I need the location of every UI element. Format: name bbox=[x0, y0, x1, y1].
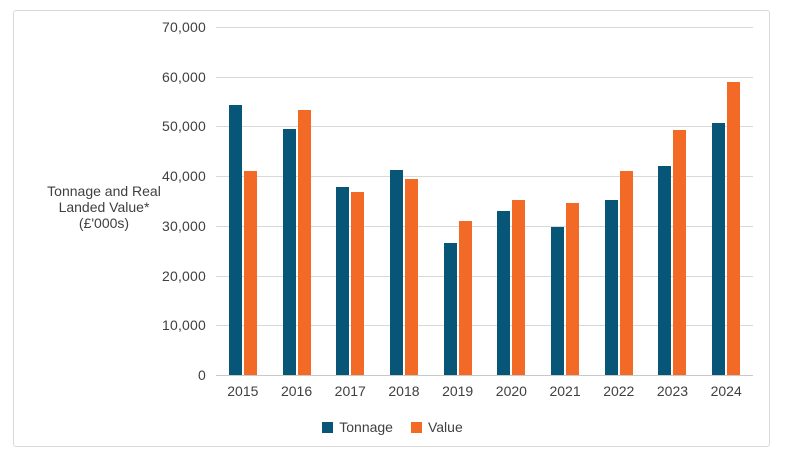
bar-value-2015 bbox=[243, 171, 257, 375]
x-tick-label-2017: 2017 bbox=[334, 383, 366, 399]
y-tick-label-10,000: 10,000 bbox=[161, 317, 206, 334]
x-tick-label-2023: 2023 bbox=[656, 383, 689, 399]
bar-tonnage-2018 bbox=[389, 170, 403, 375]
y-axis-title-line-1: Tonnage and Real bbox=[47, 183, 161, 199]
bar-value-2021 bbox=[566, 203, 580, 375]
bar-group-2024 bbox=[699, 27, 753, 375]
bar-group-2018 bbox=[377, 27, 431, 375]
bar-tonnage-2015 bbox=[228, 105, 242, 375]
legend-label-value: Value bbox=[427, 419, 463, 435]
bar-tonnage-2016 bbox=[282, 128, 296, 375]
legend-swatch-tonnage-icon bbox=[322, 421, 334, 433]
bar-group-2023 bbox=[646, 27, 700, 375]
gridline-40,000 bbox=[216, 176, 753, 178]
y-tick-label-40,000: 40,000 bbox=[161, 168, 206, 185]
gridline-70,000 bbox=[216, 27, 753, 28]
bar-group-2019 bbox=[431, 27, 485, 375]
y-tick-label-60,000: 60,000 bbox=[161, 68, 206, 85]
x-axis-tick-labels: 2015 2016 2017 2018 2019 2020 2021 2022 2023 2024 bbox=[216, 383, 753, 399]
gridline-30,000 bbox=[216, 225, 753, 227]
legend-item-tonnage: Tonnage bbox=[322, 419, 393, 435]
gridline-50,000 bbox=[216, 126, 753, 128]
bar-groups bbox=[216, 27, 753, 375]
bar-tonnage-2024 bbox=[712, 122, 726, 375]
bar-group-2017 bbox=[323, 27, 377, 375]
bar-tonnage-2019 bbox=[443, 243, 457, 375]
y-tick-label-50,000: 50,000 bbox=[161, 118, 206, 135]
bar-value-2019 bbox=[458, 220, 472, 375]
bar-value-2016 bbox=[297, 110, 311, 375]
legend-swatch-value-icon bbox=[410, 421, 422, 433]
legend-label-tonnage: Tonnage bbox=[339, 419, 393, 435]
x-tick-label-2018: 2018 bbox=[388, 383, 420, 399]
bar-group-2015 bbox=[216, 27, 270, 375]
bar-tonnage-2023 bbox=[658, 166, 672, 375]
bar-tonnage-2017 bbox=[336, 186, 350, 375]
gridline-60,000 bbox=[216, 76, 753, 78]
y-axis-title-line-2: Landed Value* bbox=[58, 199, 150, 215]
gridline-20,000 bbox=[216, 275, 753, 277]
bar-tonnage-2021 bbox=[551, 226, 565, 375]
plot-area bbox=[216, 27, 753, 376]
gridline-10,000 bbox=[216, 325, 753, 327]
y-tick-label-70,000: 70,000 bbox=[161, 19, 206, 35]
x-tick-label-2024: 2024 bbox=[710, 383, 742, 399]
y-tick-label-20,000: 20,000 bbox=[161, 267, 206, 284]
bar-group-2020 bbox=[485, 27, 539, 375]
bar-tonnage-2020 bbox=[497, 211, 511, 375]
bar-tonnage-2022 bbox=[604, 200, 618, 375]
chart-frame: Tonnage and Real Landed Value* (£'000s) … bbox=[13, 10, 770, 447]
x-tick-label-2022: 2022 bbox=[603, 383, 635, 399]
y-tick-label-30,000: 30,000 bbox=[161, 217, 206, 234]
y-tick-label-0: 0 bbox=[198, 367, 206, 383]
bar-group-2016 bbox=[270, 27, 324, 375]
x-axis-line bbox=[216, 375, 753, 376]
bar-group-2022 bbox=[592, 27, 646, 375]
legend: Tonnage Value bbox=[14, 419, 771, 435]
bar-value-2017 bbox=[351, 191, 365, 375]
x-tick-label-2020: 2020 bbox=[495, 383, 527, 399]
y-axis-title: Tonnage and Real Landed Value* (£'000s) bbox=[14, 183, 194, 231]
y-axis-title-line-3: (£'000s) bbox=[78, 215, 130, 231]
bar-value-2018 bbox=[404, 178, 418, 375]
x-tick-label-2015: 2015 bbox=[227, 383, 259, 399]
bar-value-2023 bbox=[673, 130, 687, 375]
bar-value-2020 bbox=[512, 200, 526, 375]
x-tick-label-2016: 2016 bbox=[280, 383, 313, 399]
bar-group-2021 bbox=[538, 27, 592, 375]
legend-item-value: Value bbox=[410, 419, 463, 435]
y-axis-tick-labels: 0 10,000 20,000 30,000 40,000 50,000 60,000 70,… bbox=[134, 19, 206, 383]
bar-value-2022 bbox=[619, 171, 633, 375]
x-tick-label-2019: 2019 bbox=[442, 383, 474, 399]
x-tick-label-2021: 2021 bbox=[549, 383, 581, 399]
bar-value-2024 bbox=[727, 82, 741, 375]
